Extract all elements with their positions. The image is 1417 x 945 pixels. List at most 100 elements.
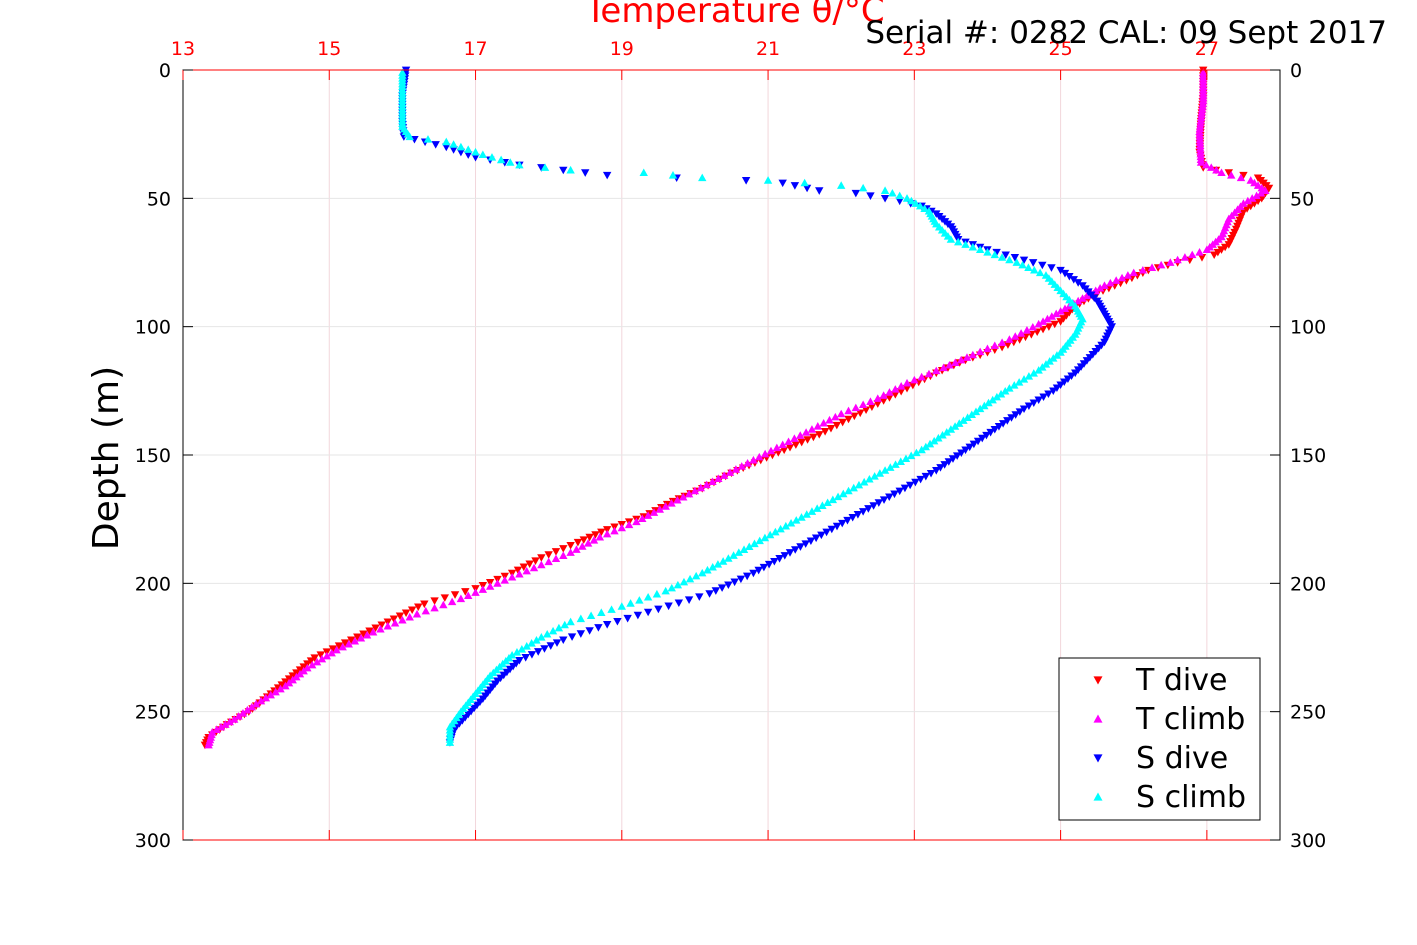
data-point (1253, 197, 1263, 206)
data-point (546, 642, 555, 650)
legend-label: S climb (1136, 780, 1246, 815)
data-point (736, 575, 746, 584)
data-point (1213, 248, 1223, 257)
data-point (1005, 384, 1014, 392)
data-point (879, 397, 888, 405)
data-point (668, 171, 678, 179)
data-point (1056, 348, 1065, 356)
data-point (975, 404, 985, 413)
data-point (299, 666, 308, 675)
data-point (284, 678, 294, 687)
data-point (673, 495, 682, 504)
data-point (978, 434, 987, 443)
data-point (295, 669, 305, 678)
data-point (673, 580, 683, 589)
data-point (775, 555, 784, 563)
data-point (800, 178, 809, 187)
data-point (828, 495, 838, 504)
data-point (760, 533, 770, 542)
data-point (790, 434, 799, 442)
data-point (1034, 319, 1043, 328)
data-point (626, 599, 635, 607)
data-point (921, 442, 931, 451)
data-point (471, 588, 480, 596)
legend-box (1058, 657, 1261, 821)
data-point (1056, 318, 1065, 326)
data-point (992, 248, 1001, 257)
data-point (440, 594, 450, 602)
data-point (1250, 200, 1259, 208)
data-point (464, 145, 473, 153)
data-point (886, 463, 895, 471)
data-point (624, 520, 634, 529)
data-point (785, 549, 795, 557)
data-point (303, 663, 312, 672)
data-point (807, 507, 817, 515)
chart-title: Temperature θ/°C (584, 0, 884, 31)
x-tick-label: 19 (610, 38, 634, 60)
data-point (990, 425, 999, 434)
data-point (376, 624, 385, 633)
data-point (478, 585, 488, 593)
data-point (1012, 258, 1021, 266)
data-point (359, 630, 368, 639)
y-axis-label: Depth (m) (86, 366, 127, 550)
data-point (1147, 263, 1157, 271)
data-point (1173, 255, 1182, 264)
data-point (952, 452, 962, 460)
data-point (895, 197, 904, 206)
data-point (822, 528, 831, 537)
data-point (390, 618, 400, 627)
data-point (445, 738, 455, 746)
data-point (643, 511, 653, 519)
data-point (997, 253, 1007, 261)
data-point (698, 173, 707, 182)
data-point (1028, 259, 1038, 267)
data-point (866, 397, 875, 405)
data-point (551, 548, 561, 556)
data-point (890, 490, 899, 499)
data-point (247, 702, 256, 711)
x-axis-ticks: 13 15 17 19 21 23 25 27 (171, 38, 1219, 840)
data-point (645, 510, 654, 518)
data-point (1029, 399, 1038, 408)
data-point (602, 529, 612, 538)
x-tick-label: 25 (1049, 38, 1073, 60)
data-point (802, 184, 812, 193)
data-point (896, 387, 906, 396)
data-point (344, 639, 353, 648)
data-point (225, 717, 235, 726)
data-point (954, 237, 963, 246)
data-point (891, 391, 900, 399)
data-point (778, 440, 787, 449)
data-point (907, 196, 916, 205)
y-tick-label-left: 150 (135, 445, 171, 467)
data-point (405, 132, 414, 141)
data-point (895, 191, 904, 200)
data-point (602, 621, 612, 629)
data-point (1065, 273, 1074, 281)
data-point (1019, 256, 1029, 265)
data-point (946, 235, 956, 243)
data-point (1014, 378, 1024, 386)
data-point (398, 615, 407, 624)
data-point (1028, 322, 1038, 331)
data-point (1047, 312, 1057, 320)
data-point (719, 471, 729, 479)
data-point (837, 409, 846, 418)
data-point (371, 624, 380, 633)
data-point (1018, 260, 1027, 269)
data-point (1180, 253, 1190, 261)
data-point (938, 431, 947, 439)
data-point (997, 338, 1007, 346)
data-point (718, 557, 728, 565)
legend-marker (1093, 676, 1103, 685)
data-point (961, 240, 970, 248)
data-point (832, 421, 842, 430)
data-point (858, 508, 868, 516)
data-point (1224, 241, 1234, 249)
data-point (921, 472, 931, 481)
data-point (791, 441, 801, 449)
data-point (917, 372, 926, 381)
data-point (990, 250, 999, 259)
